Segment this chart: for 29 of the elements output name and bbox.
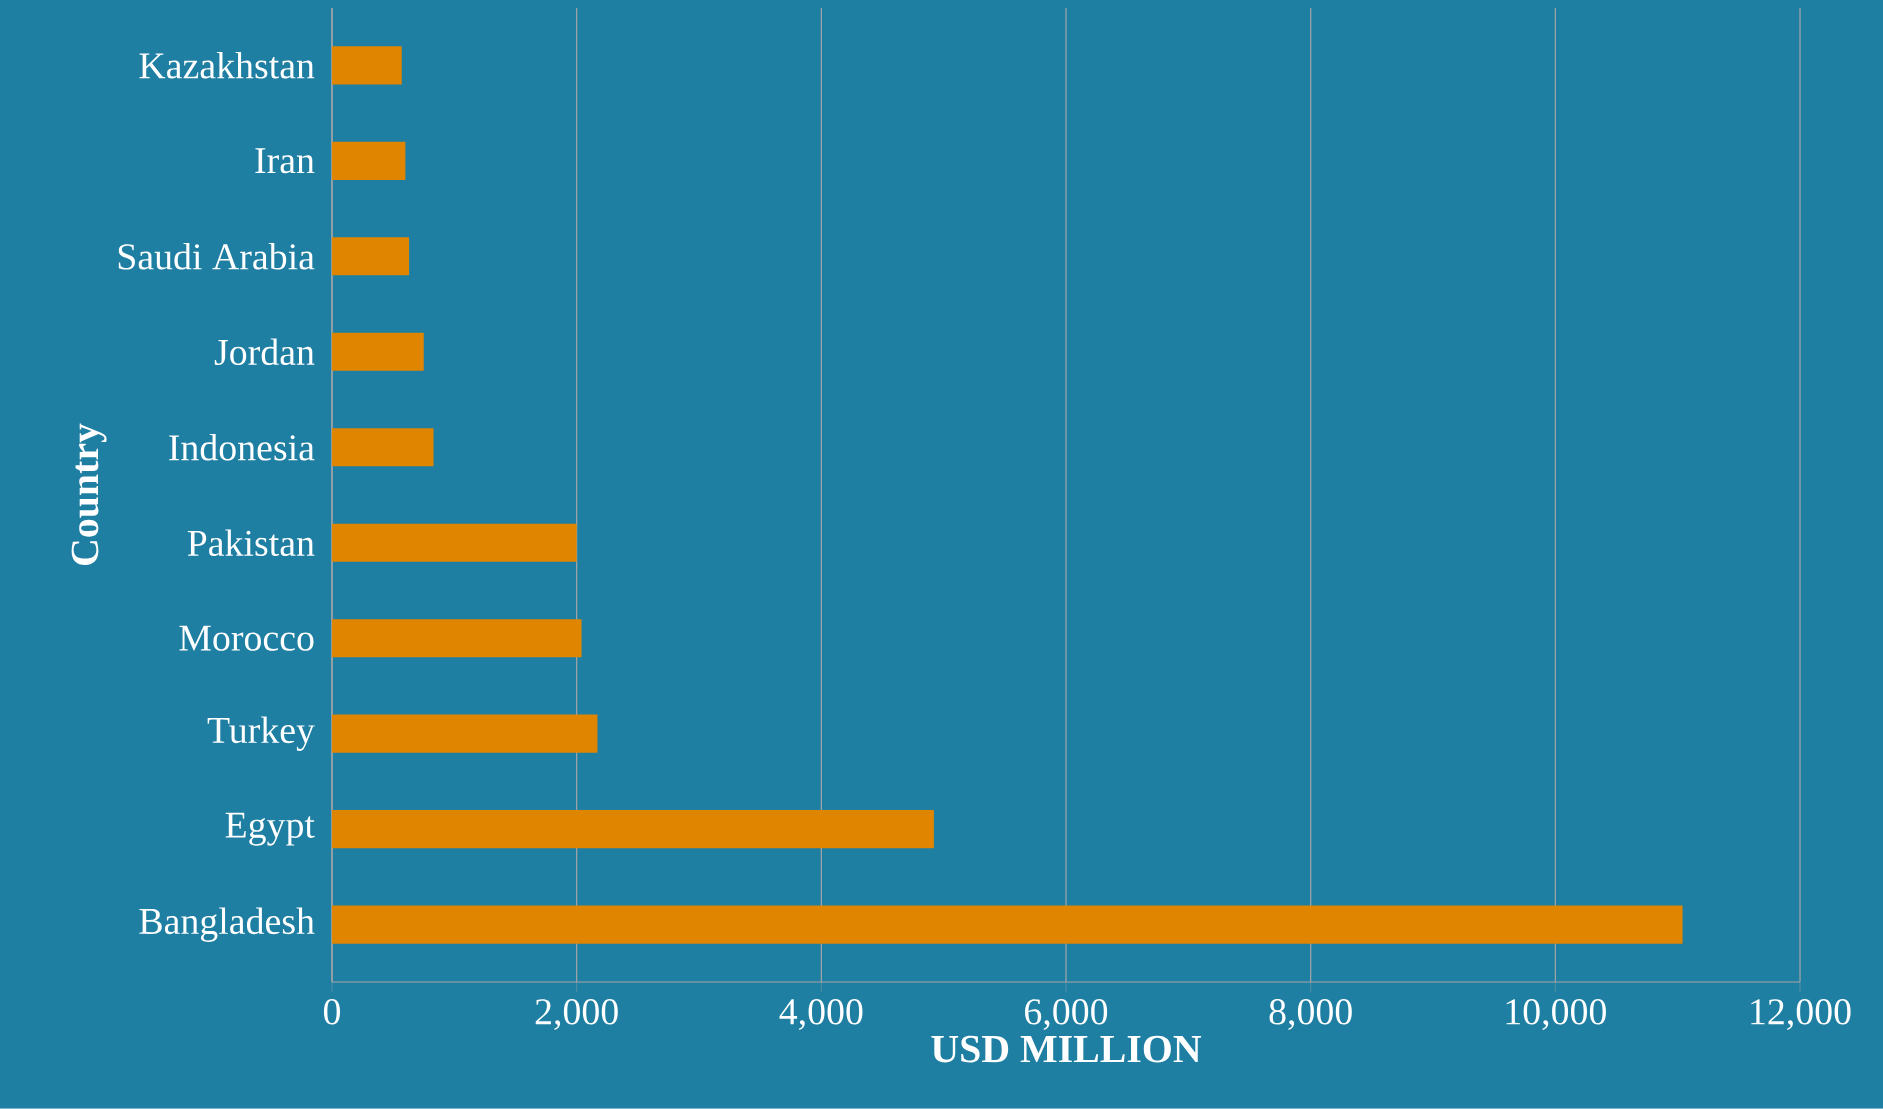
y-tick-label: Indonesia [169,434,315,461]
y-tick-label: Iran [255,148,315,174]
y-tick-label: Pakistan [187,529,315,557]
y-tick-label: Egypt [225,812,315,846]
y-tick-label: Turkey [207,716,315,752]
bar [332,428,434,467]
bar [332,810,934,849]
x-tick-label: 8,000 [1269,999,1352,1031]
bar [332,714,598,753]
x-tick-label: 6,000 [1025,999,1108,1031]
x-tick-label: 2,000 [535,999,618,1031]
x-tick-label: 0 [323,999,341,1025]
bar [332,46,402,85]
y-tick-label: Saudi Arabia [118,243,315,270]
bar [332,905,1683,944]
bar [332,619,582,658]
bar [332,332,424,371]
bar [332,237,410,276]
y-axis-title: Country [71,423,107,566]
x-tick-label: 12,000 [1751,999,1851,1031]
y-tick-label: Kazakhstan [139,52,315,79]
y-tick-label: Bangladesh [139,907,315,942]
x-tick-label: 10,000 [1506,999,1606,1031]
x-tick-label: 4,000 [779,999,863,1031]
x-axis-title: USD MILLION [931,1035,1202,1063]
bar [332,523,577,562]
bar [332,141,406,180]
y-tick-label: Jordan [214,338,315,366]
y-tick-label: Morocco [179,625,314,651]
